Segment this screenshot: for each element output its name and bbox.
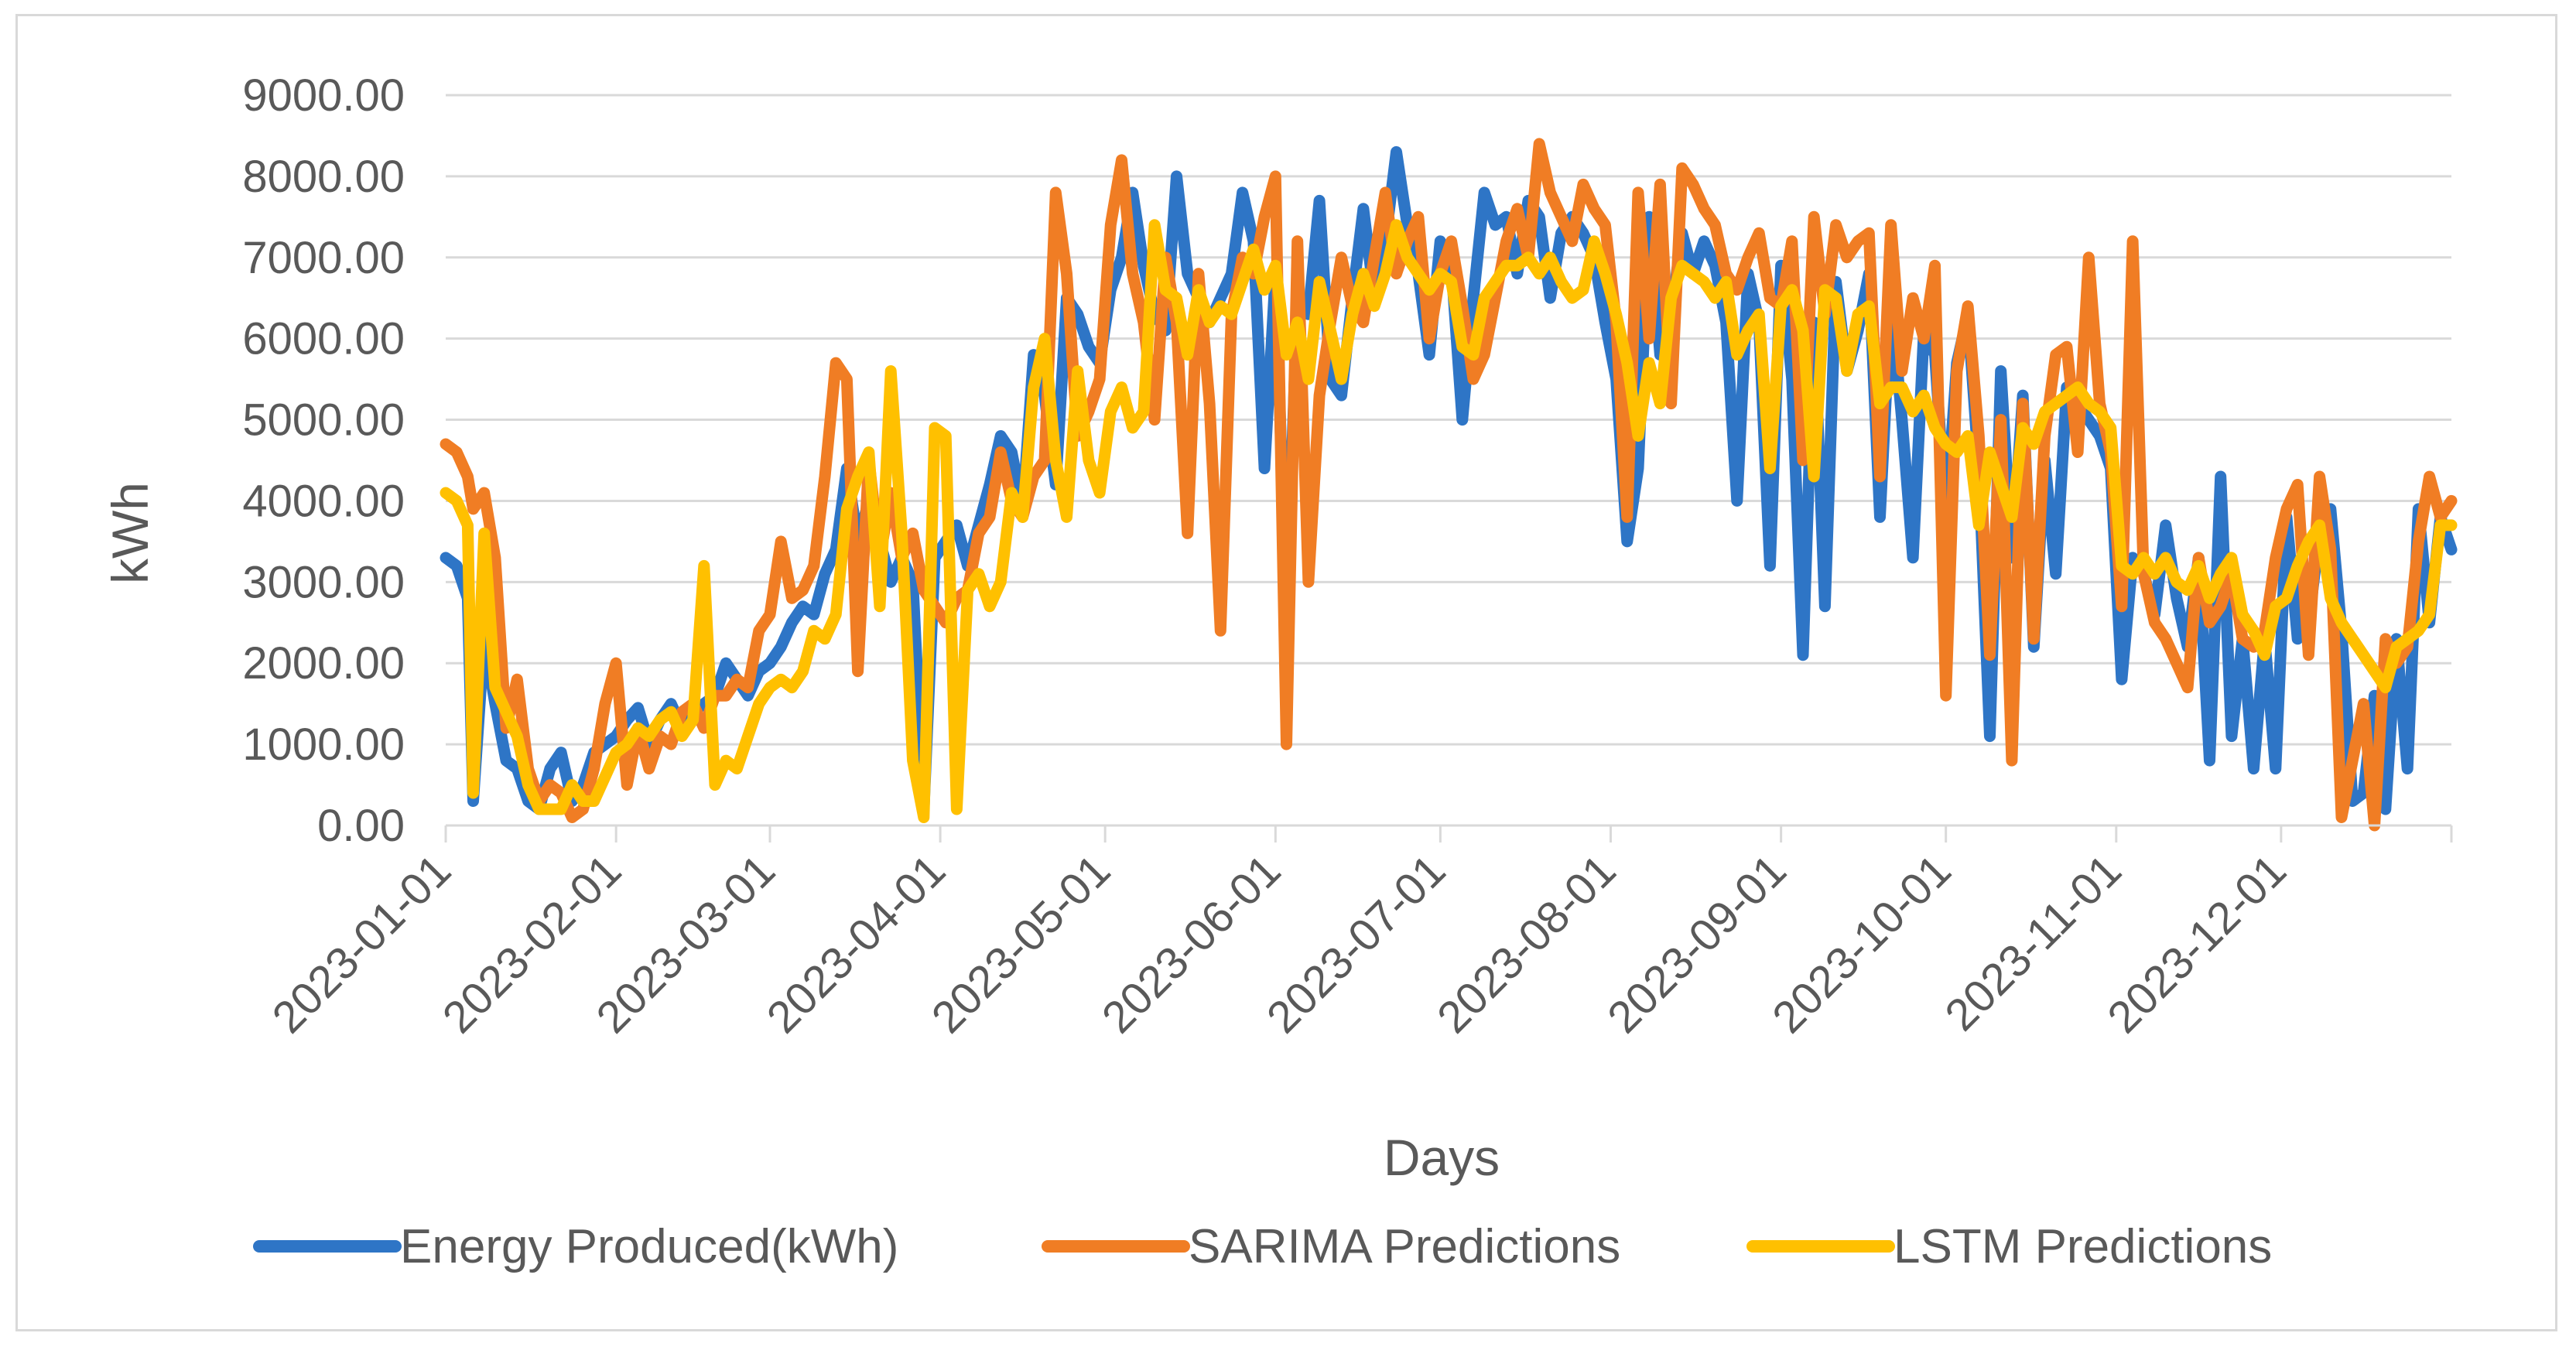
y-tick-label: 9000.00 [242, 70, 405, 121]
x-tick-label: 2023-07-01 [1257, 845, 1456, 1043]
y-tick-label: 6000.00 [242, 314, 405, 364]
y-tick-label: 8000.00 [242, 152, 405, 202]
line-chart: 0.00 1000.00 2000.00 3000.00 4000.00 5000.00 6… [101, 70, 2458, 1273]
x-tick-label: 2023-09-01 [1598, 845, 1796, 1043]
y-tick-label: 0.00 [317, 801, 405, 851]
x-tick-label: 2023-01-01 [262, 845, 460, 1043]
y-tick-label: 4000.00 [242, 476, 405, 526]
x-tick-label: 2023-05-01 [922, 845, 1120, 1043]
y-axis-title: kWh [101, 482, 159, 584]
y-tick-label: 1000.00 [242, 719, 405, 770]
x-tick-label: 2023-12-01 [2098, 845, 2296, 1043]
y-tick-label: 5000.00 [242, 395, 405, 446]
gridlines [446, 94, 2451, 746]
series-line-3 [440, 219, 2458, 823]
legend: Energy Produced(kWh) SARIMA Predictions LS… [253, 1220, 2272, 1273]
chart-frame: 0.00 1000.00 2000.00 3000.00 4000.00 5000.00 6… [15, 14, 2557, 1331]
x-tick-label: 2023-10-01 [1763, 845, 1961, 1043]
y-tick-label: 2000.00 [242, 638, 405, 689]
x-tick-label: 2023-06-01 [1093, 845, 1291, 1043]
x-tick-label: 2023-04-01 [758, 845, 956, 1043]
y-tick-label: 7000.00 [242, 233, 405, 283]
legend-label: LSTM Predictions [1894, 1220, 2272, 1273]
x-axis: 2023-01-012023-02-012023-03-012023-04-01… [262, 824, 2453, 1043]
x-tick-label: 2023-08-01 [1428, 845, 1626, 1043]
legend-label: SARIMA Predictions [1189, 1220, 1620, 1273]
y-axis-ticks: 0.00 1000.00 2000.00 3000.00 4000.00 5000.00 6… [242, 70, 405, 851]
series-lines [440, 138, 2458, 832]
legend-label: Energy Produced(kWh) [400, 1220, 898, 1273]
y-tick-label: 3000.00 [242, 557, 405, 607]
x-axis-title: Days [1384, 1129, 1500, 1186]
